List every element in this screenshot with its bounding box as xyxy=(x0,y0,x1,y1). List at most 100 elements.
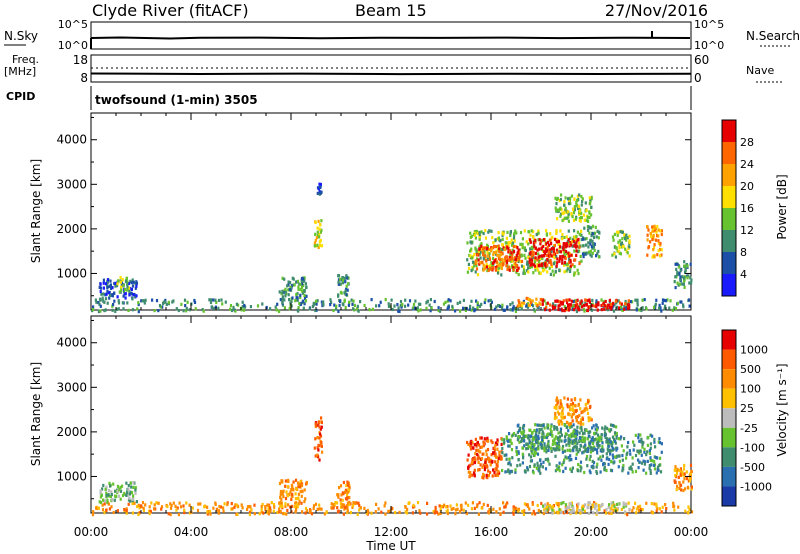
power-data-cell xyxy=(104,308,107,312)
power-data-cell xyxy=(337,274,340,278)
y-tick-label: 2000 xyxy=(56,425,87,439)
power-data-cell xyxy=(661,301,664,305)
velocity-data-cell xyxy=(522,433,525,437)
velocity-data-cell xyxy=(105,494,108,498)
power-data-cell xyxy=(341,276,344,280)
colorbar-segment xyxy=(722,447,736,467)
power-data-cell xyxy=(518,257,521,261)
velocity-data-cell xyxy=(571,404,574,408)
velocity-data-cell xyxy=(112,510,115,515)
velocity-data-cell xyxy=(554,447,557,451)
power-data-cell xyxy=(489,263,492,267)
power-data-cell xyxy=(560,193,563,197)
velocity-data-cell xyxy=(426,512,429,516)
velocity-data-cell xyxy=(346,511,349,515)
velocity-data-cell xyxy=(318,444,321,448)
power-data-cell xyxy=(536,305,539,309)
power-data-cell xyxy=(517,248,520,252)
colorbar-segment xyxy=(722,330,736,350)
velocity-data-cell xyxy=(544,467,548,471)
power-data-cell xyxy=(510,238,513,242)
velocity-data-cell xyxy=(634,453,638,458)
power-data-cell xyxy=(527,266,530,270)
velocity-data-cell xyxy=(657,440,660,444)
power-data-cell xyxy=(478,247,481,251)
power-data-cell xyxy=(535,297,538,301)
velocity-data-cell xyxy=(272,509,275,513)
power-data-cell xyxy=(119,275,122,280)
power-data-cell xyxy=(480,302,483,306)
velocity-data-cell xyxy=(543,435,546,439)
velocity-data-cell xyxy=(607,505,610,509)
velocity-data-cell xyxy=(476,440,479,445)
velocity-colorbar: Velocity [m s⁻¹] 100050010025-25-100-500… xyxy=(721,329,789,507)
power-data-cell xyxy=(504,256,507,260)
power-data-cell xyxy=(316,243,319,247)
power-data-cell xyxy=(114,281,117,285)
velocity-data-cell xyxy=(593,438,596,442)
velocity-data-cell xyxy=(349,511,352,515)
power-data-cell xyxy=(305,294,308,298)
velocity-data-cell xyxy=(589,454,592,458)
power-data-cell xyxy=(494,267,497,271)
power-data-cell xyxy=(462,298,465,302)
velocity-data-cell xyxy=(477,512,480,516)
velocity-data-cell xyxy=(607,440,610,444)
power-data-cell xyxy=(542,263,545,267)
power-data-cell xyxy=(117,307,120,311)
power-data-cell xyxy=(507,244,510,248)
velocity-data-cell xyxy=(508,457,511,461)
velocity-data-cell xyxy=(592,439,595,444)
power-data-cell xyxy=(591,239,594,243)
velocity-data-cell xyxy=(576,469,579,473)
velocity-data-cell xyxy=(505,436,508,440)
cpid-label: CPID xyxy=(6,90,35,103)
power-data-cell xyxy=(128,288,131,293)
velocity-data-cell xyxy=(538,431,541,435)
power-data-cell xyxy=(532,271,535,275)
velocity-data-cell xyxy=(473,459,476,463)
power-data-cell xyxy=(505,259,508,263)
velocity-data-cell xyxy=(140,504,143,508)
power-data-cell xyxy=(103,309,106,313)
velocity-data-cell xyxy=(517,435,521,439)
velocity-data-cell xyxy=(596,433,600,437)
power-data-cell xyxy=(474,270,477,274)
velocity-data-cell xyxy=(149,509,152,513)
power-data-cell xyxy=(464,308,467,312)
power-data-cell xyxy=(556,261,559,265)
power-data-cell xyxy=(654,226,657,230)
velocity-data-cell xyxy=(284,504,287,508)
power-data-cell xyxy=(541,256,544,261)
power-data-cell xyxy=(613,232,616,236)
power-data-cell xyxy=(574,244,577,248)
power-data-cell xyxy=(548,250,551,254)
velocity-data-cell xyxy=(571,412,574,417)
velocity-data-cell xyxy=(530,442,533,446)
velocity-data-cell xyxy=(687,505,690,509)
velocity-data-cell xyxy=(551,442,554,446)
velocity-data-cell xyxy=(643,447,646,451)
velocity-data-cell xyxy=(563,458,566,462)
velocity-data-cell xyxy=(552,447,555,451)
velocity-data-cell xyxy=(534,438,537,442)
velocity-data-cell xyxy=(100,493,103,497)
power-data-cell xyxy=(559,250,562,254)
velocity-data-cell xyxy=(575,448,578,452)
velocity-data-cell xyxy=(523,502,526,506)
velocity-data-cell xyxy=(560,510,563,515)
velocity-data-cell xyxy=(562,469,565,474)
velocity-data-cell xyxy=(515,449,518,453)
power-data-cell xyxy=(543,250,546,254)
velocity-data-cell xyxy=(318,507,321,511)
power-data-cell xyxy=(566,301,569,305)
velocity-data-cell xyxy=(551,509,554,513)
power-data-cell xyxy=(663,298,666,302)
velocity-data-cell xyxy=(679,469,682,473)
power-data-cell xyxy=(587,241,590,245)
velocity-data-cell xyxy=(546,426,549,430)
power-data-cell xyxy=(579,254,582,259)
velocity-data-cell xyxy=(595,471,599,475)
velocity-data-cell xyxy=(477,449,480,453)
velocity-data-cell xyxy=(316,436,319,440)
